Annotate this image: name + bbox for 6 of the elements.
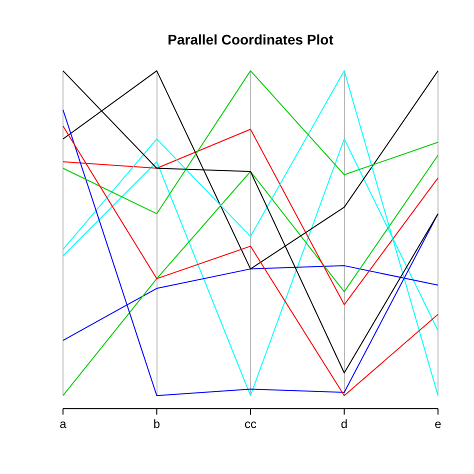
x-tick-label: a [60, 417, 67, 432]
x-tick-label: d [340, 417, 348, 432]
x-tick-label: e [434, 417, 442, 432]
x-tick-label: cc [244, 417, 256, 432]
chart-title: Parallel Coordinates Plot [168, 31, 334, 48]
x-tick-label: b [153, 417, 160, 432]
